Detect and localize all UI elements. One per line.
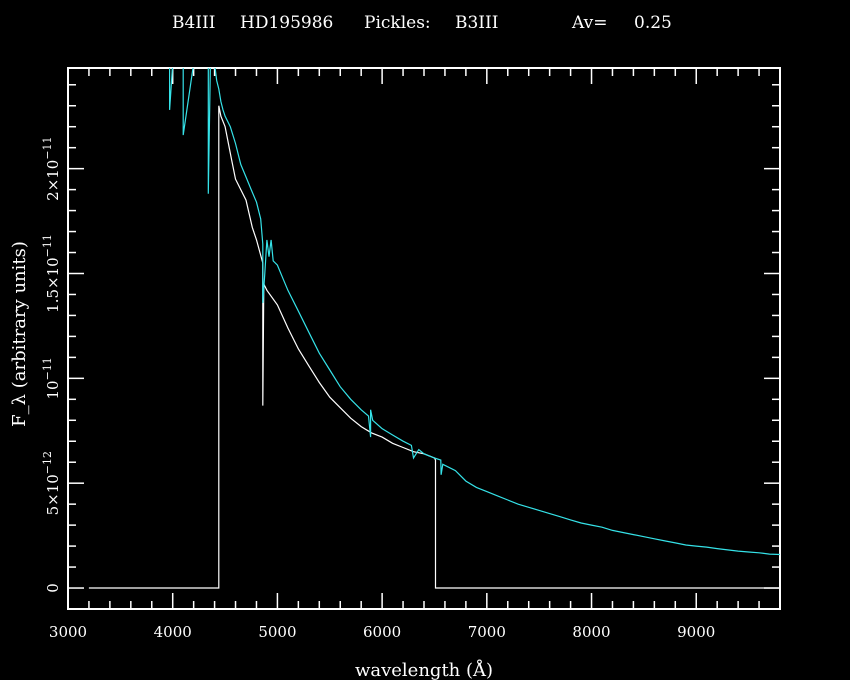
y-axis-label: F_λ (arbitrary units): [9, 241, 30, 427]
spectrum-series-1-line: [88, 105, 780, 589]
y-tick-exponent: −11: [41, 136, 54, 159]
plot-frame: [67, 67, 781, 610]
x-tick-label: 6000: [363, 623, 401, 641]
title-star-type: B4III: [172, 13, 215, 33]
y-tick-mantissa: 1.5×10: [44, 257, 62, 313]
y-tick-mantissa: 10: [44, 380, 62, 399]
y-tick-exponent: −12: [41, 451, 54, 474]
spectrum-series: [88, 68, 780, 589]
x-tick-label: 3000: [49, 623, 87, 641]
x-tick-label: 5000: [258, 623, 296, 641]
x-tick-labels: 3000 4000 5000 6000 7000 8000 9000: [49, 623, 715, 641]
y-tick-mantissa: 5×10: [44, 474, 62, 515]
title-pickles-type: B3III: [455, 13, 498, 33]
x-tick-label: 8000: [572, 623, 610, 641]
x-tick-label: 4000: [154, 623, 192, 641]
title-av-label: Av=: [571, 13, 607, 33]
title-av-value: 0.25: [634, 13, 672, 33]
title-star-id: HD195986: [240, 13, 333, 33]
title-pickles-label: Pickles:: [364, 13, 431, 33]
y-tick-label: 0: [44, 583, 62, 593]
y-tick-label: 2×10−11: [41, 136, 62, 200]
y-tick-label: 10−11: [41, 357, 62, 399]
y-tick-exponent: −11: [41, 357, 54, 380]
x-axis-label: wavelength (Å): [355, 659, 493, 680]
spectrum-series-2-line: [169, 68, 780, 556]
x-tick-label: 9000: [677, 623, 715, 641]
y-tick-exponent: −11: [41, 234, 54, 257]
axis-ticks: [67, 68, 781, 609]
y-tick-label: 1.5×10−11: [41, 234, 62, 313]
x-tick-label: 7000: [468, 623, 506, 641]
y-tick-mantissa: 0: [44, 583, 62, 593]
y-tick-mantissa: 2×10: [44, 160, 62, 201]
y-tick-label: 5×10−12: [41, 451, 62, 515]
